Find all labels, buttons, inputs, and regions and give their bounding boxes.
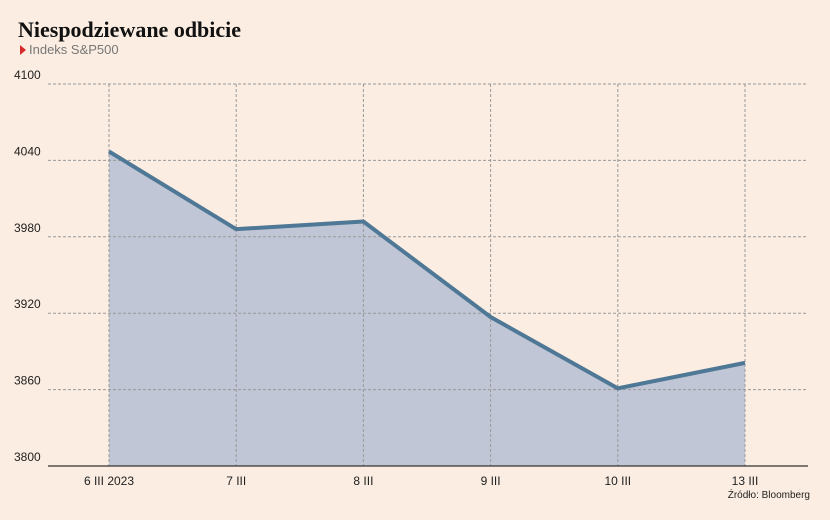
area <box>109 151 745 466</box>
subtitle-marker <box>20 45 26 55</box>
y-tick-label: 3980 <box>14 221 41 235</box>
source: Źródło: Bloomberg <box>728 488 810 501</box>
plot-area: 3800 3860 3920 3980 4040 4100 6 III 2023 7 III 8… <box>14 68 808 488</box>
chart-title: Niespodziewane odbicie <box>18 17 241 42</box>
x-tick-label: 13 III <box>732 474 759 488</box>
chart-subtitle: Indeks S&P500 <box>29 42 119 57</box>
y-tick-label: 3800 <box>14 450 41 464</box>
y-tick-label: 3860 <box>14 374 41 388</box>
y-tick-label: 3920 <box>14 297 41 311</box>
x-tick-label: 6 III 2023 <box>84 474 134 488</box>
y-tick-label: 4100 <box>14 68 41 82</box>
x-tick-label: 7 III <box>226 474 246 488</box>
x-tick-label: 8 III <box>353 474 373 488</box>
y-tick-label: 4040 <box>14 144 41 158</box>
line <box>107 149 746 391</box>
x-tick-label: 10 III <box>604 474 631 488</box>
x-tick-label: 9 III <box>481 474 501 488</box>
